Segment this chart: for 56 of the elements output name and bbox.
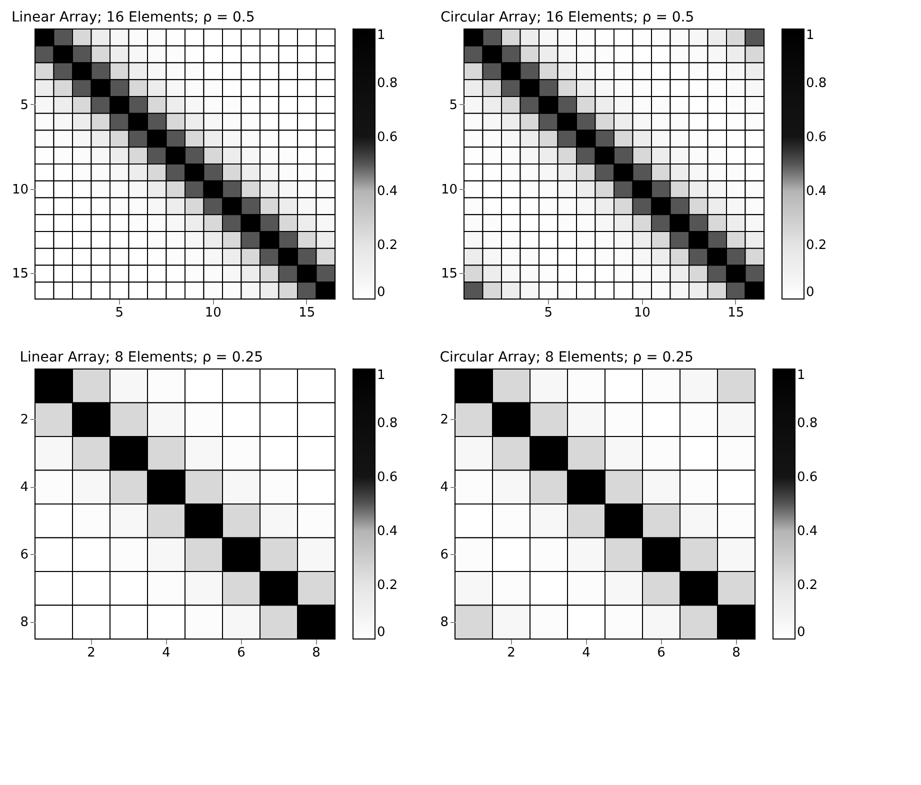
chart-title: Circular Array; 16 Elements; ρ = 0.5 [440, 10, 694, 26]
color-bar-label: 0.6 [806, 130, 827, 145]
x-tick-label: 15 [728, 306, 744, 320]
chart-title: Circular Array; 8 Elements; ρ = 0.25 [440, 350, 694, 366]
color-bar-label: 1 [797, 368, 806, 383]
y-tick-label: 15 [440, 266, 458, 282]
color-bar-label: 0.8 [797, 416, 818, 431]
x-tick-label: 8 [732, 646, 740, 660]
y-tick-label: 2 [440, 412, 448, 428]
color-bar-label: 0 [377, 625, 386, 640]
color-bar-label: 0.2 [806, 238, 827, 253]
color-bar-label: 0.4 [377, 184, 398, 199]
x-tick-label: 2 [87, 646, 96, 660]
x-tick-label: 6 [657, 646, 666, 660]
y-tick-label: 10 [440, 182, 458, 198]
x-tick-label: 2 [507, 646, 516, 660]
color-bar-label: 0.8 [377, 416, 398, 431]
y-tick-label: 10 [12, 182, 28, 198]
y-tick-label: 15 [12, 266, 28, 282]
color-bar-label: 0.2 [377, 578, 398, 593]
y-tick-label: 8 [440, 615, 448, 630]
chart-title: Linear Array; 16 Elements; ρ = 0.5 [11, 10, 255, 26]
color-bar-label: 1 [377, 28, 386, 43]
x-tick-label: 10 [634, 306, 650, 320]
color-bar-label: 0 [377, 285, 386, 300]
y-tick-label: 5 [449, 98, 458, 113]
y-tick-label: 6 [20, 548, 28, 563]
color-bar-label: 0.8 [806, 76, 827, 91]
y-tick-label: 4 [20, 480, 28, 496]
color-bar-label: 0.8 [377, 76, 398, 91]
x-tick-label: 15 [298, 306, 316, 320]
color-bar-label: 0 [797, 625, 806, 640]
color-bar-label: 0.4 [377, 524, 398, 539]
y-tick-label: 4 [440, 480, 448, 496]
y-tick-label: 6 [440, 548, 448, 563]
color-bar-label: 0.6 [377, 470, 398, 485]
x-tick-label: 6 [237, 646, 246, 660]
y-tick-label: 5 [20, 98, 28, 113]
color-bar-label: 0 [806, 285, 814, 300]
y-tick-label: 2 [20, 412, 28, 428]
color-bar-label: 0.2 [797, 578, 818, 593]
color-bar-label: 1 [806, 28, 814, 43]
x-tick-label: 8 [312, 646, 320, 660]
color-bar-label: 0.4 [806, 184, 827, 199]
chart-title: Linear Array; 8 Elements; ρ = 0.25 [20, 350, 264, 366]
x-tick-label: 10 [204, 306, 222, 320]
y-tick-label: 8 [20, 615, 28, 630]
x-tick-label: 4 [162, 646, 170, 660]
color-bar-label: 0.4 [797, 524, 818, 539]
x-tick-label: 4 [582, 646, 590, 660]
color-bar-label: 0.2 [377, 238, 398, 253]
x-tick-label: 5 [115, 306, 124, 320]
color-bar-label: 1 [377, 368, 386, 383]
color-bar-label: 0.6 [377, 130, 398, 145]
color-bar-label: 0.6 [797, 470, 818, 485]
x-tick-label: 5 [544, 306, 553, 320]
